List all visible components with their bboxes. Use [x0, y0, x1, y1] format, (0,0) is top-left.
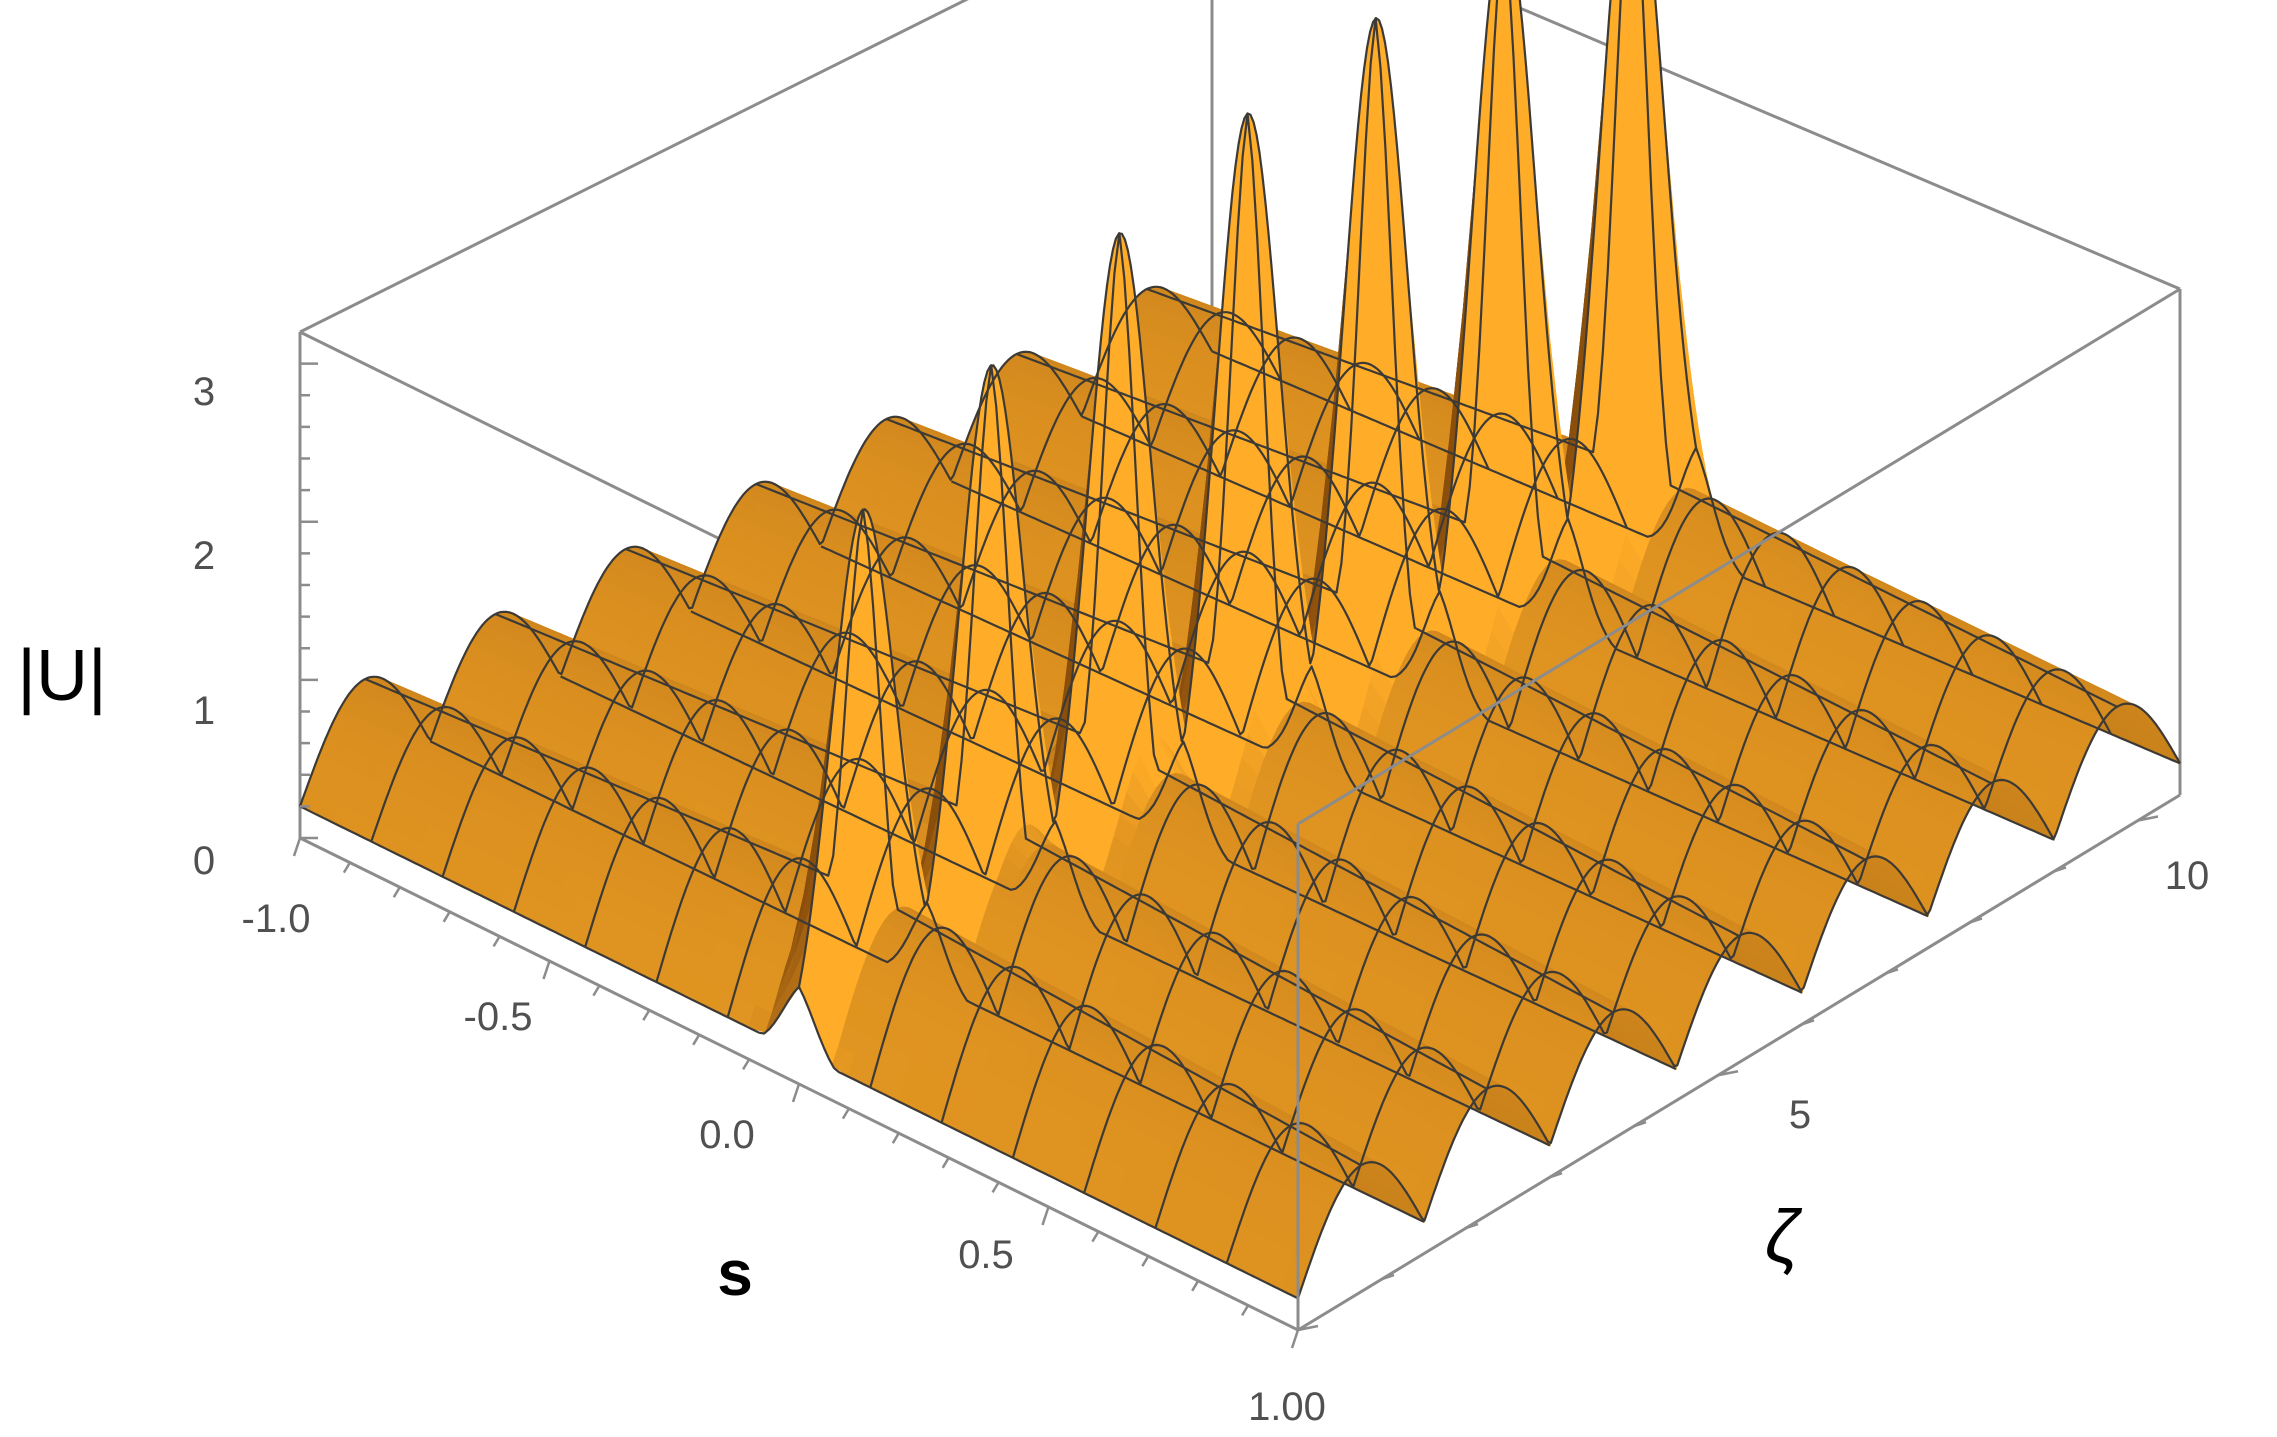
box-edge — [1497, 0, 2181, 291]
box-edge — [299, 0, 969, 334]
surface — [298, 0, 2181, 1300]
